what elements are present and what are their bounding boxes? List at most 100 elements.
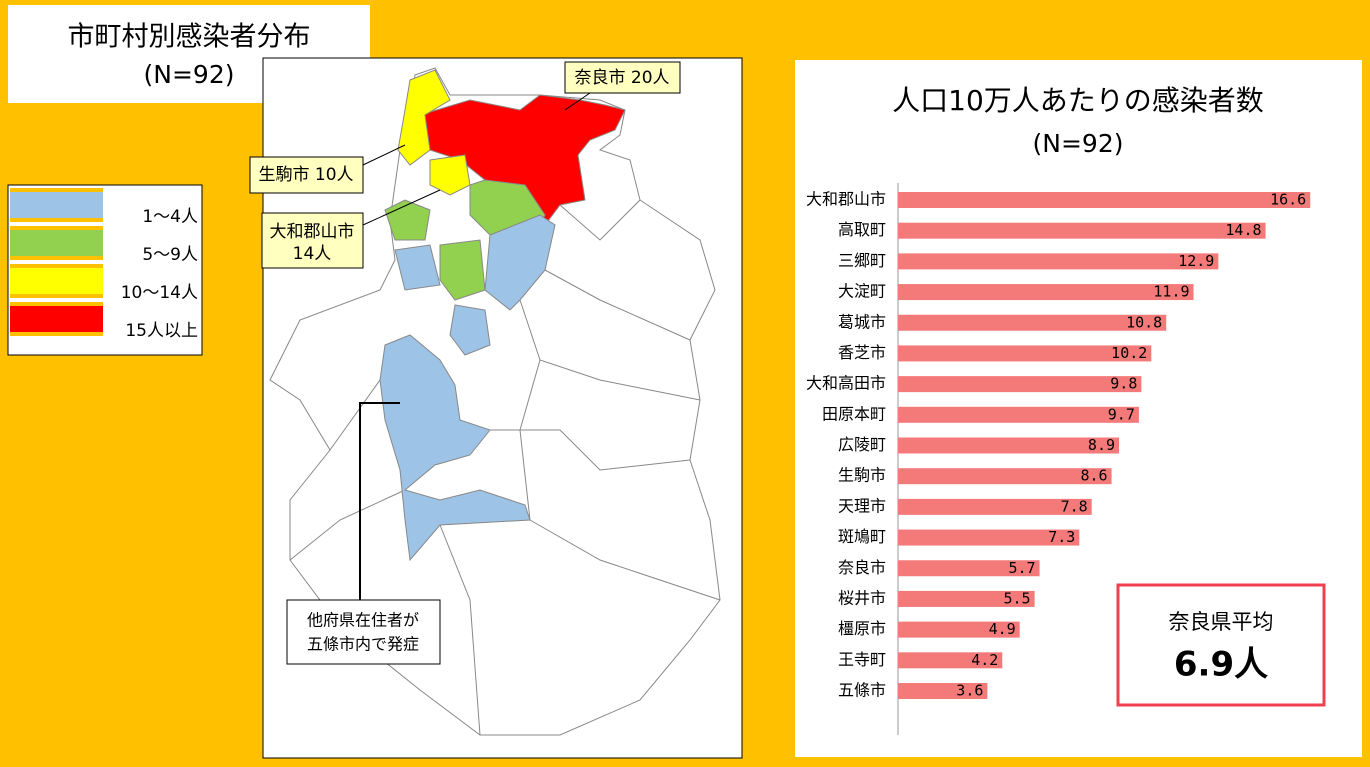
boundary (289, 489, 406, 561)
boundary (439, 524, 481, 736)
bar (898, 222, 1266, 239)
bar (898, 621, 1020, 638)
legend-swatch (10, 230, 103, 256)
legend-label: 10～14人 (121, 283, 198, 303)
legend-label: 5～9人 (142, 245, 198, 265)
y-tick-label: 大和高田市 (806, 374, 886, 393)
y-tick-label: 香芝市 (838, 343, 886, 362)
bar (898, 468, 1112, 485)
bar (898, 314, 1167, 331)
value-label: 7.8 (1061, 497, 1088, 515)
value-label: 16.6 (1270, 191, 1306, 209)
bar (898, 560, 1040, 577)
value-label: 10.8 (1126, 313, 1162, 331)
callout-line (362, 189, 441, 226)
value-label: 5.5 (1003, 589, 1030, 607)
boundary (519, 299, 701, 401)
y-tick-label: 王寺町 (838, 650, 886, 669)
y-tick-label: 五條市 (838, 681, 886, 700)
bar (898, 253, 1219, 270)
callout-text: 生駒市 10人 (258, 165, 353, 185)
y-tick-label: 高取町 (838, 220, 886, 239)
boundary (490, 429, 691, 471)
region-yellow (429, 154, 471, 196)
region-blue (484, 214, 556, 311)
callout-text: 14人 (293, 244, 332, 264)
y-tick-label: 天理市 (838, 496, 886, 515)
map-title: 市町村別感染者分布 (68, 22, 311, 53)
value-label: 4.9 (989, 620, 1016, 638)
note-text: 他府県在住者が (307, 611, 419, 630)
callout-text: 大和郡山市 (270, 222, 355, 242)
value-label: 3.6 (956, 682, 983, 700)
bar (898, 590, 1035, 607)
y-tick-label: 奈良市 (838, 558, 886, 577)
region-blue (449, 304, 491, 356)
average-label: 奈良県平均 (1169, 610, 1274, 634)
note-text: 五條市内で発症 (307, 635, 419, 654)
map-subtitle: (N=92) (144, 60, 235, 89)
boundary (544, 269, 691, 341)
callout-text: 奈良市 20人 (574, 68, 669, 88)
region-green (439, 239, 486, 301)
bar (898, 192, 1311, 208)
boundary (519, 359, 541, 521)
region-red (419, 94, 626, 226)
y-tick-label: 斑鳩町 (838, 527, 886, 546)
callout-box (249, 156, 364, 194)
value-label: 5.7 (1008, 559, 1035, 577)
y-tick-label: 橿原市 (838, 619, 886, 638)
value-label: 9.8 (1110, 375, 1137, 393)
chart-subtitle: (N=92) (1033, 129, 1124, 158)
bar (898, 683, 988, 699)
value-label: 4.2 (971, 651, 998, 669)
legend-swatch (10, 306, 103, 332)
legend-label: 15人以上 (125, 321, 198, 341)
bar (898, 345, 1152, 362)
note-line (359, 402, 400, 600)
callout-box (564, 61, 681, 94)
average-value: 6.9人 (1174, 645, 1268, 685)
value-label: 8.9 (1088, 436, 1115, 454)
map (269, 67, 721, 736)
y-tick-label: 大淀町 (838, 282, 886, 301)
value-label: 11.9 (1153, 283, 1189, 301)
average-box (1116, 583, 1326, 707)
bar (898, 437, 1120, 454)
callout-line (564, 92, 591, 111)
region-blue (394, 244, 441, 291)
value-label: 8.6 (1080, 467, 1107, 485)
bar (898, 376, 1142, 393)
y-tick-label: 大和郡山市 (806, 190, 886, 209)
value-label: 7.3 (1048, 528, 1075, 546)
y-tick-label: 葛城市 (838, 312, 886, 331)
boundary (329, 379, 381, 451)
legend-swatch (10, 268, 103, 294)
prefecture (269, 67, 721, 736)
value-label: 12.9 (1178, 252, 1214, 270)
bar (898, 529, 1080, 546)
y-tick-label: 広陵町 (838, 435, 886, 454)
y-tick-label: 生駒市 (838, 466, 886, 485)
legend-label: 1～4人 (142, 207, 198, 227)
callout-line (362, 144, 406, 166)
value-label: 10.2 (1111, 344, 1147, 362)
chart-title: 人口10万人あたりの感染者数 (892, 84, 1264, 117)
y-tick-label: 田原本町 (822, 404, 886, 423)
boundary (559, 199, 641, 241)
bar (898, 284, 1194, 301)
y-tick-label: 三郷町 (838, 251, 886, 270)
callout-box (261, 212, 364, 269)
note-box (286, 599, 441, 665)
boundary (529, 519, 721, 601)
y-tick-label: 桜井市 (838, 588, 886, 607)
region-blue (379, 334, 531, 562)
bar (898, 406, 1139, 423)
bar (898, 652, 1003, 669)
bar (898, 498, 1092, 515)
region-yellow (397, 69, 451, 166)
value-label: 9.7 (1108, 405, 1135, 423)
legend-swatch (10, 192, 103, 218)
